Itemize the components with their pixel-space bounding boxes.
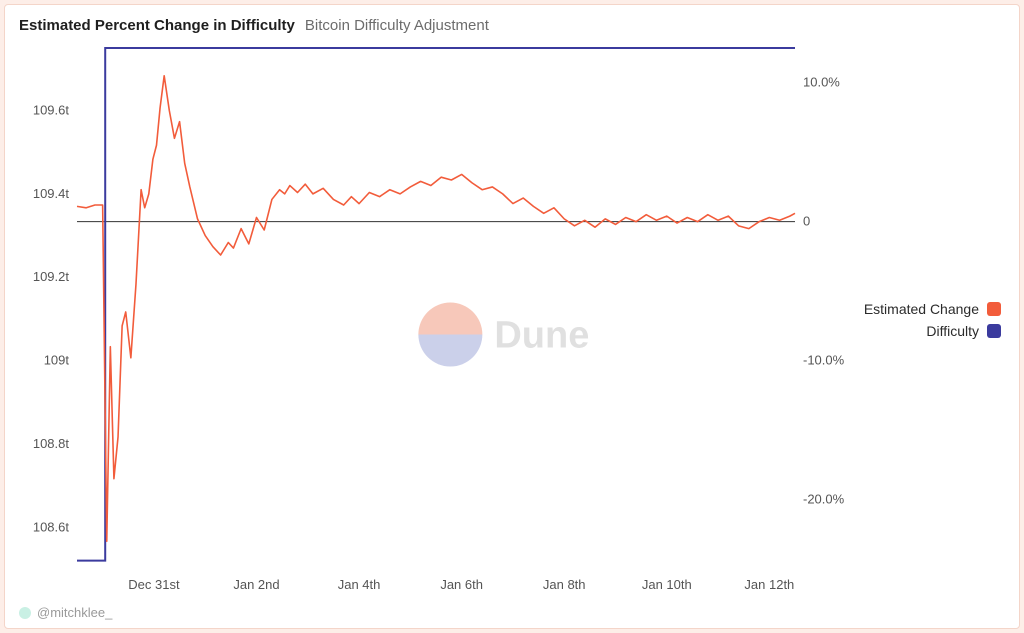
svg-text:Dune: Dune <box>494 315 589 357</box>
footer: @mitchklee_ <box>19 605 1005 620</box>
author-handle[interactable]: @mitchklee_ <box>37 605 112 620</box>
y-right-tick: 10.0% <box>803 75 840 90</box>
y-right-tick: -10.0% <box>803 353 845 368</box>
x-tick: Jan 12th <box>744 577 794 592</box>
y-left-tick: 109.6t <box>33 103 70 118</box>
chart-subtitle: Bitcoin Difficulty Adjustment <box>305 17 489 34</box>
legend-label: Difficulty <box>926 323 979 339</box>
y-right-tick: 0 <box>803 214 810 229</box>
x-tick: Jan 10th <box>642 577 692 592</box>
legend-item-estimated: Estimated Change <box>864 301 1001 317</box>
header: Estimated Percent Change in Difficulty B… <box>19 17 1005 34</box>
legend-swatch-estimated <box>987 302 1001 316</box>
legend: Estimated Change Difficulty <box>845 38 1005 601</box>
plot-area: Dune 108.6t 108.8t 109t 109.2t 109.4t 109.6t -2… <box>19 38 845 601</box>
legend-label: Estimated Change <box>864 301 979 317</box>
y-left-tick: 108.6t <box>33 519 70 534</box>
legend-swatch-difficulty <box>987 324 1001 338</box>
y-left-tick: 108.8t <box>33 436 70 451</box>
series-difficulty <box>77 48 795 561</box>
y-left-tick: 109.2t <box>33 269 70 284</box>
x-tick: Dec 31st <box>128 577 180 592</box>
y-left-tick: 109t <box>44 353 70 368</box>
chart-title: Estimated Percent Change in Difficulty <box>19 17 295 34</box>
x-tick: Jan 6th <box>440 577 483 592</box>
chart-svg: Dune 108.6t 108.8t 109t 109.2t 109.4t 109.6t -2… <box>19 38 845 601</box>
x-tick: Jan 4th <box>338 577 381 592</box>
y-right-tick: -20.0% <box>803 492 845 507</box>
legend-item-difficulty: Difficulty <box>926 323 1001 339</box>
author-dot-icon <box>19 607 31 619</box>
x-tick: Jan 8th <box>543 577 586 592</box>
chart-row: Dune 108.6t 108.8t 109t 109.2t 109.4t 109.6t -2… <box>19 38 1005 601</box>
x-tick: Jan 2nd <box>233 577 279 592</box>
y-left-tick: 109.4t <box>33 186 70 201</box>
chart-card: Estimated Percent Change in Difficulty B… <box>4 4 1020 629</box>
